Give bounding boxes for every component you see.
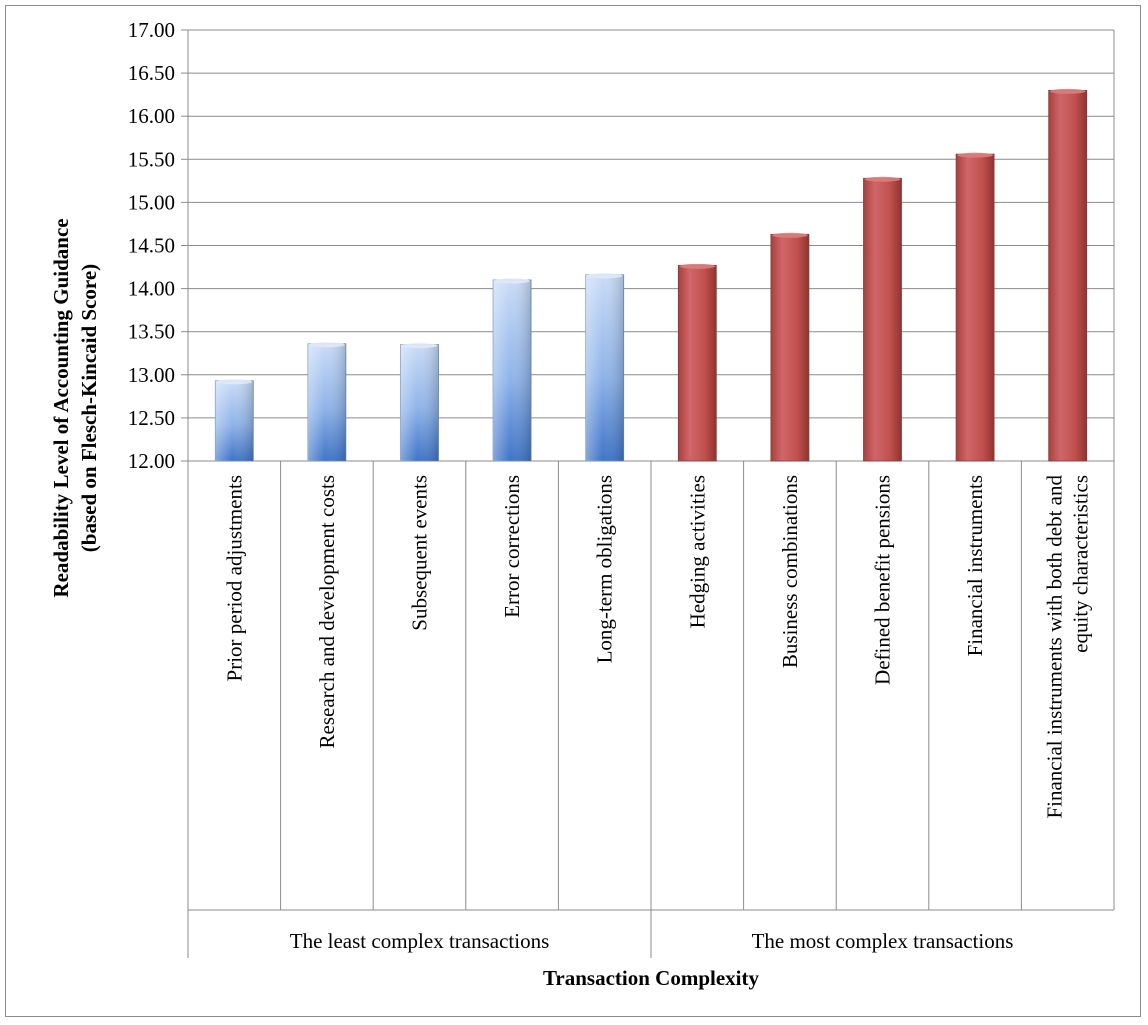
category-label: Long-term obligations xyxy=(593,475,617,663)
category-label: Business combinations xyxy=(778,475,802,668)
bar-shade xyxy=(215,380,254,461)
category-label: Hedging activities xyxy=(685,475,709,628)
category-label: Financial instruments with both debt and xyxy=(1043,475,1067,819)
bar-shade xyxy=(400,344,439,461)
y-tick-label: 16.50 xyxy=(128,61,175,85)
bar-cap xyxy=(1049,88,1086,94)
category-label: Subsequent events xyxy=(408,475,432,631)
bar-cap xyxy=(494,278,531,284)
bar-cap xyxy=(957,152,994,158)
bar-cap xyxy=(216,379,253,385)
y-axis-title: (based on Flesch-Kincaid Score) xyxy=(77,264,101,552)
bar-cap xyxy=(679,263,716,269)
bar xyxy=(955,153,995,462)
bar-cap xyxy=(771,232,808,238)
bar-cap xyxy=(401,343,438,349)
y-tick-label: 14.50 xyxy=(128,234,175,258)
bar xyxy=(1048,89,1088,462)
y-tick-label: 13.00 xyxy=(128,363,175,387)
y-tick-label: 15.50 xyxy=(128,147,175,171)
category-label: equity characteristics xyxy=(1069,475,1093,653)
group-label: The least complex transactions xyxy=(290,929,550,953)
labels: 12.00 12.50 13.00 13.50 14.00 14.50 15.00 15.50… xyxy=(49,18,1093,990)
bar-cap xyxy=(308,342,345,348)
category-label: Research and development costs xyxy=(315,475,339,749)
category-label: Prior period adjustments xyxy=(222,475,246,681)
bar-shade xyxy=(493,279,532,461)
y-tick-label: 17.00 xyxy=(128,18,175,42)
category-label: Financial instruments xyxy=(963,475,987,656)
y-tick-label: 12.50 xyxy=(128,406,175,430)
group-label: The most complex transactions xyxy=(752,929,1014,953)
category-label: Defined benefit pensions xyxy=(871,475,895,685)
x-axis-title: Transaction Complexity xyxy=(543,966,760,990)
bar xyxy=(770,233,810,462)
bar-cap xyxy=(586,273,623,279)
y-tick-label: 16.00 xyxy=(128,104,175,128)
bar xyxy=(863,177,902,462)
bar-cap xyxy=(864,176,901,182)
chart-frame xyxy=(5,5,1141,1017)
bar-shade xyxy=(585,274,624,461)
y-tick-label: 12.00 xyxy=(128,449,175,473)
bar xyxy=(677,264,717,462)
y-axis-title: Readability Level of Accounting Guidance xyxy=(49,218,73,597)
y-tick-label: 13.50 xyxy=(128,320,175,344)
y-tick-label: 14.00 xyxy=(128,277,175,301)
bars xyxy=(214,88,1088,462)
category-label: Error corrections xyxy=(500,475,524,618)
y-tick-label: 15.00 xyxy=(128,190,175,214)
bar-shade xyxy=(307,343,346,461)
